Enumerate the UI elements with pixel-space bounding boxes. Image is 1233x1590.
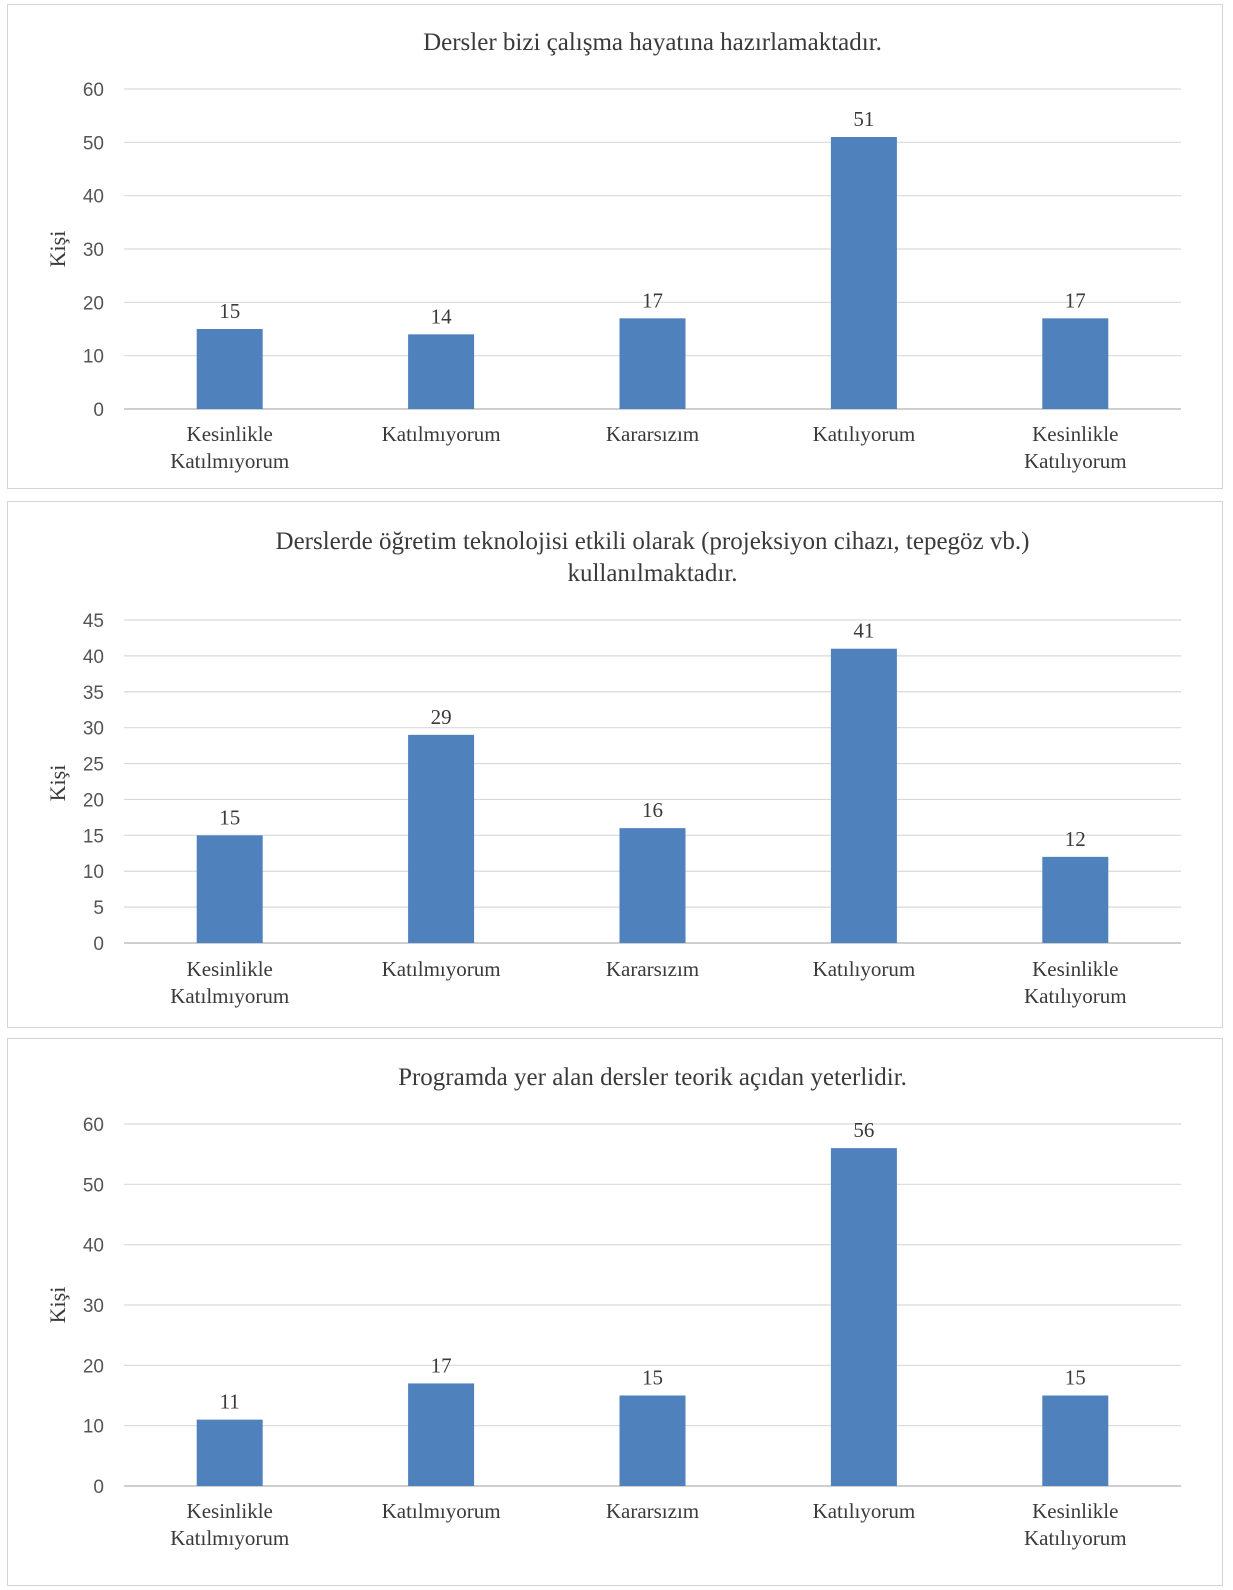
y-tick-label: 30 — [83, 1296, 104, 1317]
x-category-label: Kararsızım — [606, 422, 699, 446]
x-category-label: Kararsızım — [606, 1499, 699, 1523]
bar — [196, 1419, 263, 1486]
x-category-label: Katılmıyorum — [382, 957, 501, 981]
data-label: 41 — [853, 619, 874, 643]
bar — [1042, 1395, 1109, 1486]
y-tick-label: 5 — [93, 898, 104, 919]
data-label: 12 — [1065, 827, 1086, 851]
x-category-label: Kesinlikle — [1032, 422, 1118, 446]
chart-1: Dersler bizi çalışma hayatına hazırlamak… — [45, 29, 1181, 473]
y-tick-label: 60 — [83, 80, 104, 101]
bar — [830, 1148, 897, 1486]
y-tick-label: 40 — [83, 187, 104, 208]
y-tick-label: 10 — [83, 1417, 104, 1438]
y-tick-label: 20 — [83, 790, 104, 811]
data-label: 17 — [431, 1353, 452, 1377]
chart-panel-3: Programda yer alan dersler teorik açıdan… — [7, 1038, 1223, 1586]
y-tick-label: 10 — [83, 862, 104, 883]
bar — [408, 334, 475, 409]
data-label: 29 — [431, 705, 452, 729]
bar — [830, 648, 897, 943]
chart-title-line: Programda yer alan dersler teorik açıdan… — [398, 1064, 907, 1091]
data-label: 17 — [1065, 288, 1086, 312]
data-label: 17 — [642, 288, 663, 312]
bar — [1042, 856, 1109, 943]
x-category-label: Kesinlikle — [187, 957, 273, 981]
x-category-label: Katılmıyorum — [382, 1499, 501, 1523]
y-axis-label: Kişi — [45, 231, 70, 268]
y-axis-label: Kişi — [45, 1287, 70, 1324]
y-tick-label: 15 — [83, 826, 104, 847]
data-label: 16 — [642, 798, 663, 822]
x-category-label: Katılıyorum — [813, 957, 916, 981]
x-category-label: Katılmıyorum — [170, 984, 289, 1008]
x-category-label: Kesinlikle — [1032, 957, 1118, 981]
y-tick-label: 20 — [83, 1356, 104, 1377]
x-category-label: Katılıyorum — [813, 422, 916, 446]
chart-panel-1: Dersler bizi çalışma hayatına hazırlamak… — [7, 4, 1223, 489]
chart-3: Programda yer alan dersler teorik açıdan… — [45, 1064, 1181, 1550]
data-label: 11 — [220, 1390, 240, 1414]
bar — [830, 137, 897, 409]
y-tick-label: 35 — [83, 683, 104, 704]
chart-panel-2: Derslerde öğretim teknolojisi etkili ola… — [7, 501, 1223, 1028]
data-label: 56 — [853, 1118, 874, 1142]
x-category-label: Kesinlikle — [187, 422, 273, 446]
bar — [1042, 318, 1109, 409]
x-category-label: Kesinlikle — [1032, 1499, 1118, 1523]
y-tick-label: 50 — [83, 133, 104, 154]
data-label: 15 — [1065, 1366, 1086, 1390]
x-category-label: Katılıyorum — [1024, 984, 1127, 1008]
chart-title-line: Dersler bizi çalışma hayatına hazırlamak… — [423, 29, 882, 56]
y-tick-label: 40 — [83, 647, 104, 668]
y-tick-label: 40 — [83, 1236, 104, 1257]
x-category-label: Katılıyorum — [1024, 1526, 1127, 1550]
data-label: 14 — [431, 304, 453, 328]
y-tick-label: 0 — [93, 934, 104, 955]
y-tick-label: 10 — [83, 347, 104, 368]
bar — [196, 329, 263, 409]
y-tick-label: 30 — [83, 719, 104, 740]
x-category-label: Katılmıyorum — [382, 422, 501, 446]
y-tick-label: 25 — [83, 755, 104, 776]
y-tick-label: 0 — [93, 400, 104, 421]
bar — [408, 734, 475, 943]
data-label: 15 — [219, 299, 240, 323]
bar — [196, 835, 263, 943]
y-tick-label: 30 — [83, 240, 104, 261]
x-category-label: Kararsızım — [606, 957, 699, 981]
chart-2: Derslerde öğretim teknolojisi etkili ola… — [45, 528, 1181, 1008]
x-category-label: Kesinlikle — [187, 1499, 273, 1523]
chart-title-line: Derslerde öğretim teknolojisi etkili ola… — [276, 528, 1030, 555]
y-tick-label: 50 — [83, 1175, 104, 1196]
y-tick-label: 20 — [83, 293, 104, 314]
bar — [619, 1395, 686, 1486]
chart-title-line: kullanılmaktadır. — [567, 560, 737, 587]
y-axis-label: Kişi — [45, 765, 70, 802]
data-label: 15 — [642, 1366, 663, 1390]
x-category-label: Katılıyorum — [813, 1499, 916, 1523]
y-tick-label: 0 — [93, 1477, 104, 1498]
x-category-label: Katılıyorum — [1024, 449, 1127, 473]
x-category-label: Katılmıyorum — [170, 1526, 289, 1550]
y-tick-label: 45 — [83, 611, 104, 632]
y-tick-label: 60 — [83, 1115, 104, 1136]
data-label: 51 — [853, 107, 874, 131]
bar — [619, 318, 686, 409]
data-label: 15 — [219, 805, 240, 829]
bar — [408, 1383, 475, 1486]
x-category-label: Katılmıyorum — [170, 449, 289, 473]
bar — [619, 828, 686, 943]
